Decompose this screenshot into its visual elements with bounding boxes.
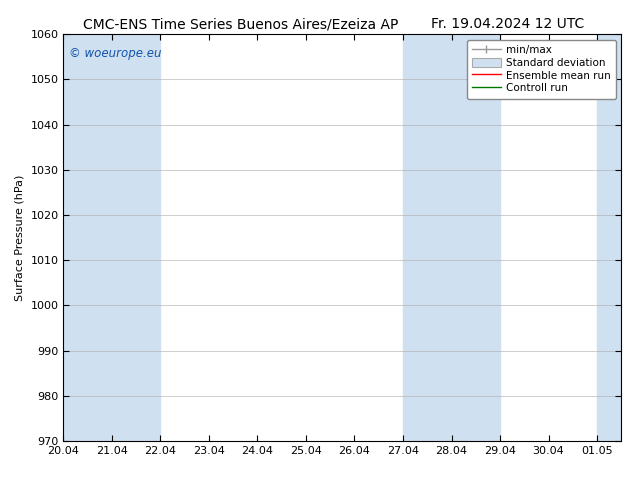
- Bar: [403, 34, 451, 441]
- Text: © woeurope.eu: © woeurope.eu: [69, 47, 162, 59]
- Bar: [112, 34, 160, 441]
- Text: Fr. 19.04.2024 12 UTC: Fr. 19.04.2024 12 UTC: [430, 17, 584, 31]
- Y-axis label: Surface Pressure (hPa): Surface Pressure (hPa): [15, 174, 25, 301]
- Text: CMC-ENS Time Series Buenos Aires/Ezeiza AP: CMC-ENS Time Series Buenos Aires/Ezeiza …: [83, 17, 399, 31]
- Bar: [63, 34, 112, 441]
- Bar: [597, 34, 621, 441]
- Legend: min/max, Standard deviation, Ensemble mean run, Controll run: min/max, Standard deviation, Ensemble me…: [467, 40, 616, 98]
- Title: CMC-ENS Time Series Buenos Aires/Ezeiza AP      Fr. 19.04.2024 12 UTC: CMC-ENS Time Series Buenos Aires/Ezeiza …: [0, 489, 1, 490]
- Bar: [451, 34, 500, 441]
